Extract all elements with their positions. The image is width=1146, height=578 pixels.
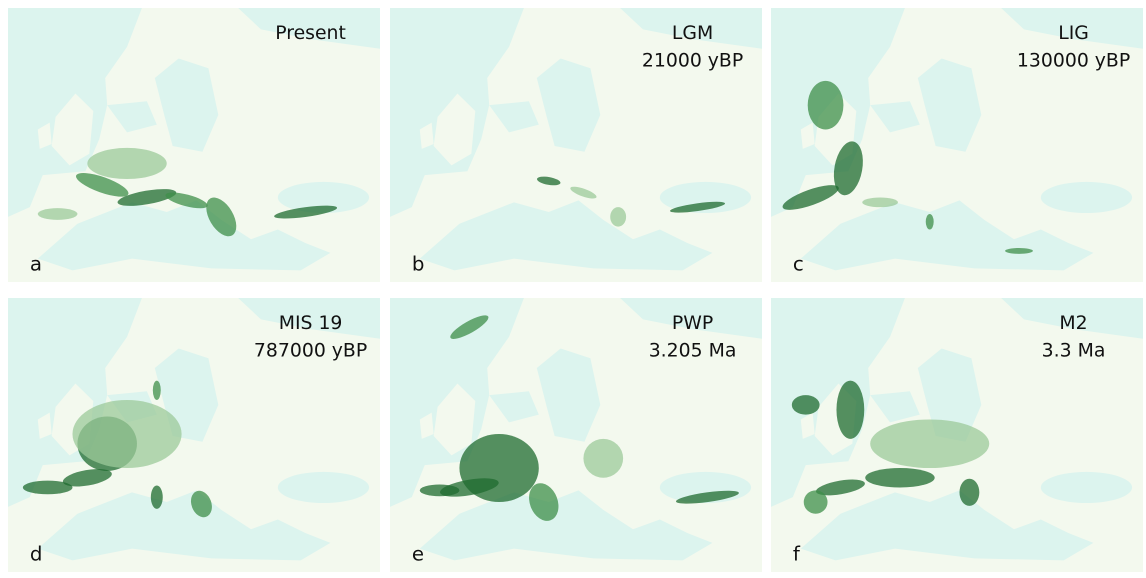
panel-letter: c <box>793 253 804 276</box>
sea <box>1041 472 1132 503</box>
habitat-patch <box>87 148 166 179</box>
map: LGM 21000 yBP b <box>390 8 762 282</box>
habitat-patch <box>926 214 934 230</box>
habitat-patch <box>583 439 623 478</box>
habitat-patch <box>610 207 626 226</box>
habitat-patch <box>836 381 864 439</box>
panel-title: 787000 yBP <box>254 340 367 361</box>
map-panel: Present a <box>8 8 380 282</box>
habitat-patch <box>151 486 163 509</box>
panel-title: M2 <box>1059 313 1087 334</box>
habitat-patch <box>808 81 844 130</box>
figure: Present a LGM 21000 yBP b LIG 130000 yBP c MIS 1… <box>0 0 1146 578</box>
habitat-patch <box>1005 248 1033 254</box>
map-panel: PWP 3.205 Ma e <box>390 298 762 572</box>
map: M2 3.3 Ma f <box>771 298 1143 572</box>
panel-title: LGM <box>672 23 713 44</box>
habitat-patch <box>420 485 460 497</box>
panel-title: 130000 yBP <box>1017 50 1130 71</box>
panel-title: 3.3 Ma <box>1042 340 1106 361</box>
panel-letter: d <box>30 543 43 566</box>
panel-title: PWP <box>672 313 713 334</box>
map: LIG 130000 yBP c <box>771 8 1143 282</box>
panel-letter: f <box>793 543 801 566</box>
panel-title: 3.205 Ma <box>649 340 737 361</box>
habitat-patch <box>865 468 934 487</box>
habitat-patch <box>792 395 820 414</box>
map-panel: M2 3.3 Ma f <box>771 298 1143 572</box>
map: Present a <box>8 8 380 282</box>
habitat-patch <box>959 479 979 506</box>
map-panel: MIS 19 787000 yBP d <box>8 298 380 572</box>
habitat-patch <box>23 481 73 495</box>
habitat-patch <box>862 197 898 207</box>
habitat-patch <box>38 208 78 220</box>
map-panel: LIG 130000 yBP c <box>771 8 1143 282</box>
panel-title: 21000 yBP <box>642 50 743 71</box>
habitat-patch <box>804 490 828 513</box>
panel-title: MIS 19 <box>279 313 343 334</box>
map-panel: LGM 21000 yBP b <box>390 8 762 282</box>
habitat-patch <box>153 381 161 400</box>
map: PWP 3.205 Ma e <box>390 298 762 572</box>
sea <box>278 472 369 503</box>
panel-letter: a <box>30 253 42 276</box>
map: MIS 19 787000 yBP d <box>8 298 380 572</box>
panel-title: Present <box>275 23 346 44</box>
panel-letter: e <box>412 543 424 566</box>
panel-title: LIG <box>1058 23 1089 44</box>
panel-letter: b <box>412 253 425 276</box>
habitat-patch <box>72 400 181 468</box>
sea <box>1041 182 1132 213</box>
habitat-patch <box>870 419 989 468</box>
